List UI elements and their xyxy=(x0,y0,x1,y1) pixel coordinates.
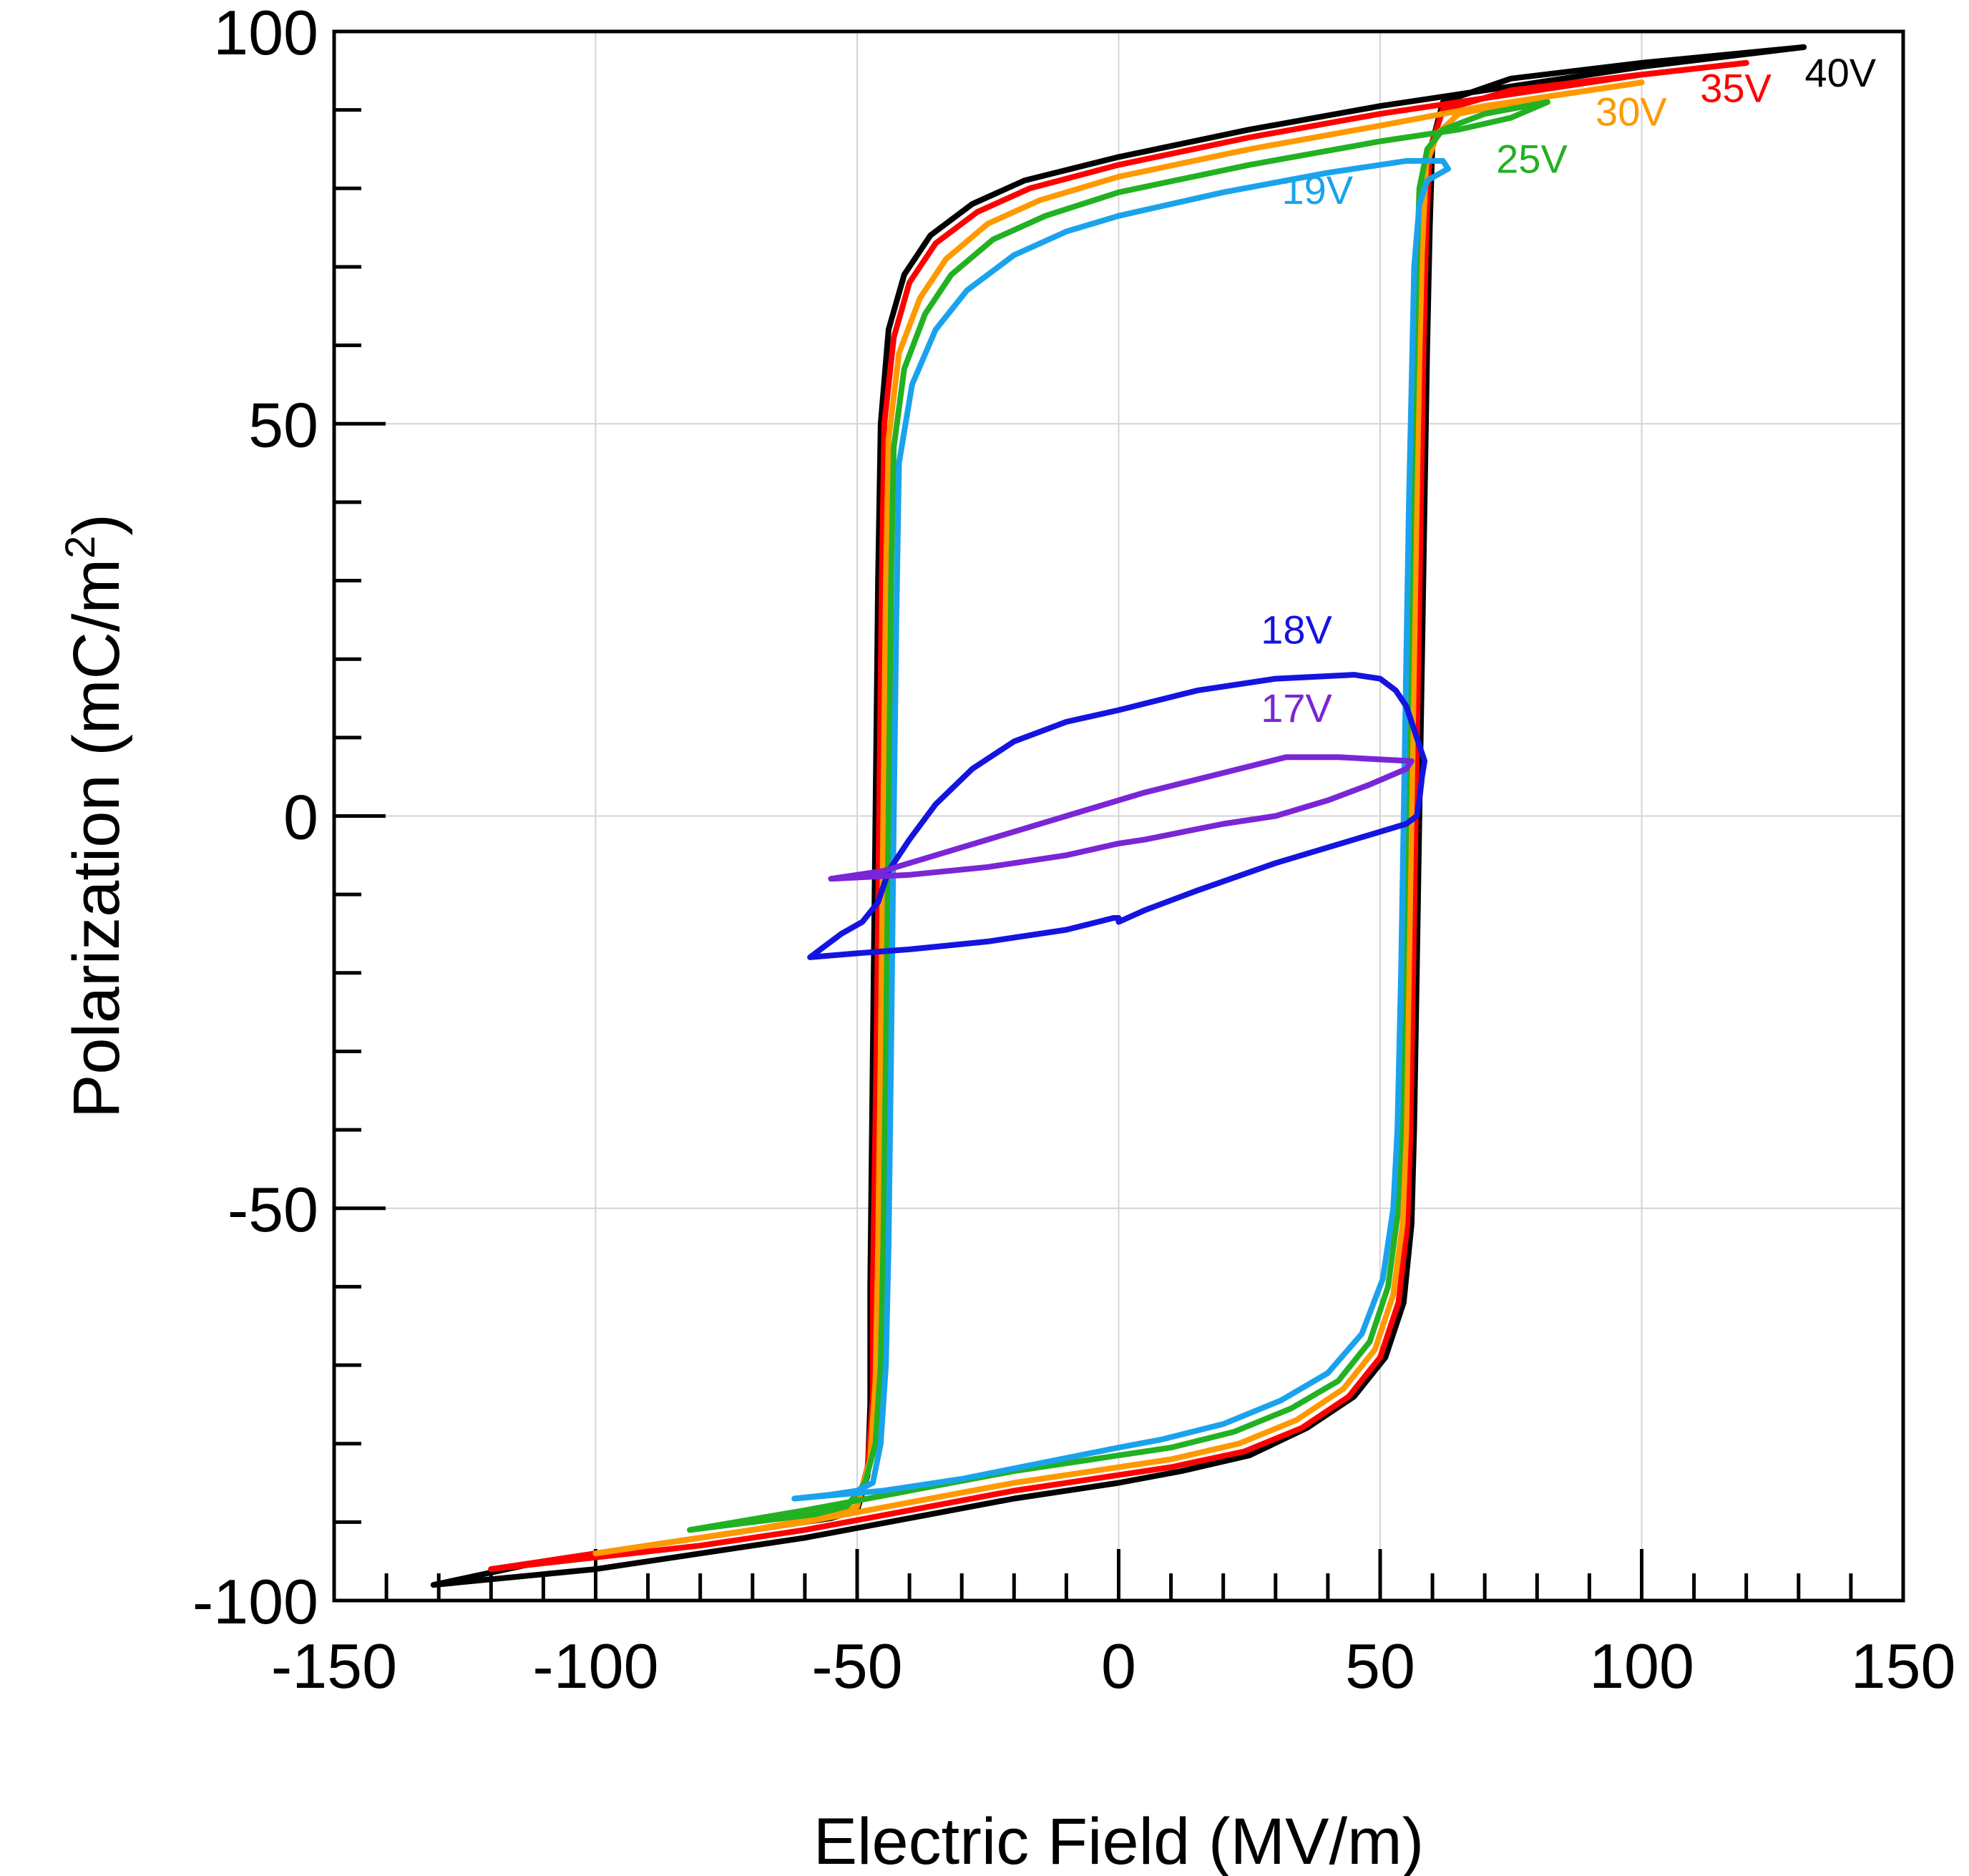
x-tick-label: 50 xyxy=(1345,1631,1415,1701)
x-tick-label: -50 xyxy=(811,1631,902,1701)
series-group xyxy=(430,44,1807,1588)
series-25v-lower-branch xyxy=(687,99,1550,1533)
series-17v xyxy=(828,754,1415,882)
series-17v-upper-branch xyxy=(828,754,1415,882)
y-tick-label: 100 xyxy=(213,0,318,68)
series-18v xyxy=(807,672,1428,960)
series-19v-upper-branch xyxy=(791,157,1451,1502)
series-labels: 40V 35V 30V 25V 19V 18V 17V xyxy=(1261,50,1877,731)
label-30v: 30V xyxy=(1596,89,1667,135)
x-tick-label: -100 xyxy=(532,1631,658,1701)
x-tick-label: 0 xyxy=(1101,1631,1136,1701)
plot-frame xyxy=(332,29,1905,1603)
label-40v: 40V xyxy=(1804,50,1876,95)
series-18v-upper-branch xyxy=(807,672,1428,960)
y-axis-title-superscript: 2 xyxy=(57,536,104,559)
label-18v: 18V xyxy=(1261,607,1332,652)
label-19v: 19V xyxy=(1281,167,1353,212)
y-axis-title-main: Polarization (mC/m xyxy=(60,559,133,1118)
y-tick-label: -100 xyxy=(192,1566,318,1637)
y-axis-title-close: ) xyxy=(60,514,133,536)
y-tick-label: 50 xyxy=(248,389,318,460)
y-tick-label: 0 xyxy=(283,782,318,853)
y-axis-title: Polarization (mC/m2) xyxy=(57,514,133,1118)
x-axis-title: Electric Field (MV/m) xyxy=(814,1805,1425,1876)
y-tick-labels: -100 -50 0 50 100 xyxy=(192,0,318,1637)
x-tick-labels: -150 -100 -50 0 50 100 150 xyxy=(271,1631,1955,1701)
grid xyxy=(333,31,1904,1601)
series-19v xyxy=(791,157,1451,1502)
y-tick-label: -50 xyxy=(228,1174,318,1245)
x-tick-label: 150 xyxy=(1851,1631,1956,1701)
series-30v-upper-branch xyxy=(592,79,1645,1557)
label-35v: 35V xyxy=(1700,66,1772,111)
x-tick-label: 100 xyxy=(1589,1631,1694,1701)
label-17v: 17V xyxy=(1261,685,1332,731)
x-tick-label: -150 xyxy=(271,1631,397,1701)
label-25v: 25V xyxy=(1496,136,1568,181)
series-19v-lower-branch xyxy=(791,165,1451,1502)
